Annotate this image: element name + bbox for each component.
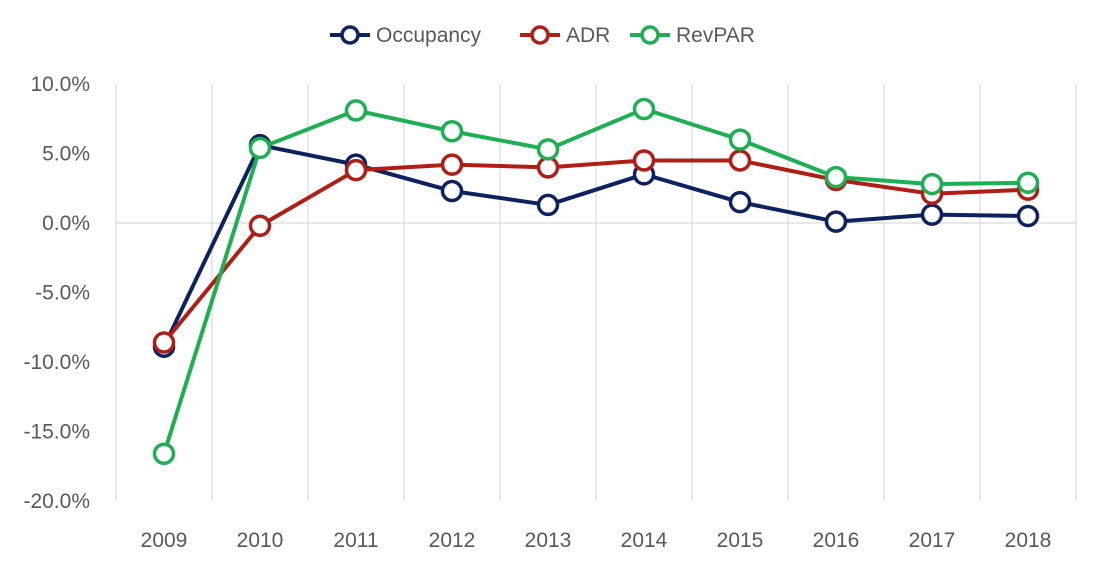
data-point-occupancy [1016,204,1040,228]
data-point-revpar [536,138,560,161]
y-tick-label: 0.0% [42,212,90,235]
x-tick-label: 2012 [429,529,476,552]
data-point-occupancy [824,210,848,233]
series-lines [152,97,1040,465]
data-point-adr [152,331,176,354]
x-tick-label: 2014 [621,529,668,552]
data-point-revpar [440,120,464,143]
x-tick-label: 2015 [717,529,764,552]
data-point-revpar [920,172,944,196]
data-point-revpar [632,97,656,121]
series-revpar [152,97,1040,465]
legend-label: ADR [566,24,610,47]
data-point-adr [344,158,368,182]
x-tick-label: 2011 [333,529,378,552]
y-tick-label: -5.0% [35,282,90,305]
y-tick-label: -10.0% [23,351,90,374]
series-line-occupancy [162,143,1030,349]
x-tick-label: 2010 [237,529,284,552]
data-point-revpar [824,165,848,189]
y-axis-tick-labels: 10.0% 5.0% 0.0% -5.0% -10.0% -15.0% -20.0% [23,73,90,513]
data-point-revpar [1016,171,1040,194]
y-tick-label: 10.0% [30,73,90,96]
data-point-adr [632,149,656,172]
legend: Occupancy ADR RevPAR [330,24,755,47]
x-tick-label: 2016 [813,529,860,552]
y-tick-label: -15.0% [23,421,90,444]
series-line-revpar [162,107,1030,456]
legend-item-adr: ADR [520,24,610,47]
legend-item-revpar: RevPAR [630,24,755,47]
data-point-revpar [728,128,752,151]
legend-marker-swatch [340,25,360,45]
legend-marker-swatch [640,25,660,45]
data-point-revpar [152,442,176,465]
x-tick-label: 2017 [909,529,956,552]
legend-label: RevPAR [676,24,755,47]
data-point-occupancy [536,193,560,217]
x-axis-tick-labels: 2009 2010 2011 2012 2013 2014 2015 2016 2017 2018 [141,529,1052,552]
y-tick-label: 5.0% [42,143,90,166]
data-point-adr [536,156,560,179]
legend-marker-swatch [530,25,550,45]
x-tick-label: 2013 [525,529,572,552]
data-point-occupancy [440,179,464,203]
x-tick-label: 2018 [1005,529,1052,552]
series-line-adr [162,158,1030,345]
legend-label: Occupancy [376,24,482,47]
data-point-occupancy [920,203,944,226]
data-point-occupancy [728,190,752,214]
y-tick-label: -20.0% [23,490,90,513]
data-point-adr [728,149,752,172]
data-point-adr [440,153,464,176]
x-tick-label: 2009 [141,529,188,552]
legend-item-occupancy: Occupancy [330,24,482,47]
data-point-revpar [248,136,272,160]
data-point-adr [248,214,272,238]
data-point-revpar [344,99,368,122]
